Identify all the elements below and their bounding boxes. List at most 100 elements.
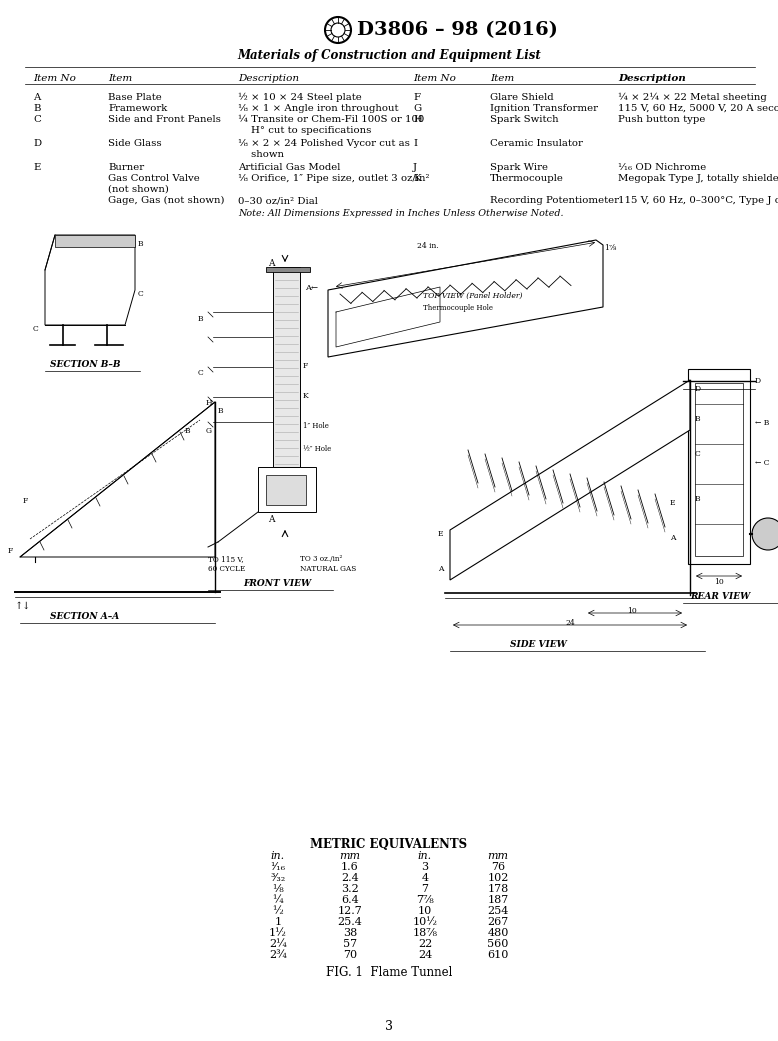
Text: Framework: Framework bbox=[108, 104, 167, 113]
Text: 480: 480 bbox=[487, 928, 509, 938]
Text: 10: 10 bbox=[418, 906, 432, 916]
Text: 6.4: 6.4 bbox=[341, 895, 359, 905]
Text: TOP VIEW (Panel Holder): TOP VIEW (Panel Holder) bbox=[423, 291, 523, 300]
Text: 2.4: 2.4 bbox=[341, 873, 359, 883]
Text: 115 V, 60 Hz, 0–300°C, Type J concl: 115 V, 60 Hz, 0–300°C, Type J concl bbox=[618, 196, 778, 205]
Polygon shape bbox=[328, 240, 603, 357]
Text: NATURAL GAS: NATURAL GAS bbox=[300, 565, 356, 573]
Text: in.: in. bbox=[418, 850, 432, 861]
Text: Burner: Burner bbox=[108, 163, 144, 172]
Text: 24: 24 bbox=[565, 619, 575, 627]
Text: 1⅞: 1⅞ bbox=[604, 244, 616, 252]
Text: SIDE VIEW: SIDE VIEW bbox=[510, 640, 566, 649]
Text: F: F bbox=[8, 547, 13, 555]
Text: 0–30 oz/in² Dial: 0–30 oz/in² Dial bbox=[238, 196, 318, 205]
Text: 1: 1 bbox=[275, 917, 282, 926]
Text: 10: 10 bbox=[714, 578, 724, 586]
Text: Side and Front Panels: Side and Front Panels bbox=[108, 115, 221, 124]
Text: Base Plate: Base Plate bbox=[108, 93, 162, 102]
Text: 187: 187 bbox=[487, 895, 509, 905]
Text: METRIC EQUIVALENTS: METRIC EQUIVALENTS bbox=[310, 838, 468, 850]
Text: FIG. 1  Flame Tunnel: FIG. 1 Flame Tunnel bbox=[326, 966, 452, 979]
Text: Item: Item bbox=[490, 74, 514, 83]
Text: H° cut to specifications: H° cut to specifications bbox=[238, 126, 371, 135]
Text: D: D bbox=[755, 377, 761, 385]
Text: Spark Switch: Spark Switch bbox=[490, 115, 559, 124]
Text: in.: in. bbox=[271, 850, 285, 861]
Text: Push button type: Push button type bbox=[618, 115, 706, 124]
Text: Recording Potentiometer: Recording Potentiometer bbox=[490, 196, 619, 205]
Text: ⅛: ⅛ bbox=[272, 884, 283, 894]
Text: SECTION B–B: SECTION B–B bbox=[50, 360, 121, 369]
Text: Thermocouple Hole: Thermocouple Hole bbox=[423, 304, 493, 312]
Text: C: C bbox=[33, 115, 40, 124]
Text: 7: 7 bbox=[422, 884, 429, 894]
Text: mm: mm bbox=[488, 850, 509, 861]
Text: 4: 4 bbox=[422, 873, 429, 883]
Text: B: B bbox=[138, 240, 144, 248]
Bar bbox=[695, 383, 743, 556]
Text: D: D bbox=[33, 139, 41, 148]
Text: 178: 178 bbox=[487, 884, 509, 894]
Text: 10: 10 bbox=[627, 607, 637, 615]
Text: B: B bbox=[695, 496, 701, 503]
Text: shown: shown bbox=[238, 150, 284, 159]
Text: B: B bbox=[185, 427, 191, 435]
Polygon shape bbox=[20, 402, 215, 557]
Text: 10½: 10½ bbox=[412, 917, 437, 926]
Text: 38: 38 bbox=[343, 928, 357, 938]
Text: (not shown): (not shown) bbox=[108, 185, 169, 194]
Text: ½ × 10 × 24 Steel plate: ½ × 10 × 24 Steel plate bbox=[238, 93, 362, 102]
Text: ↑↓: ↑↓ bbox=[15, 602, 31, 611]
Bar bbox=[258, 467, 316, 512]
Text: K: K bbox=[413, 174, 421, 183]
Text: 76: 76 bbox=[491, 862, 505, 872]
Text: G: G bbox=[413, 104, 421, 113]
Text: ½″ Hole: ½″ Hole bbox=[303, 445, 331, 453]
Text: 115 V, 60 Hz, 5000 V, 20 A secondary: 115 V, 60 Hz, 5000 V, 20 A secondary bbox=[618, 104, 778, 113]
Text: ¼: ¼ bbox=[272, 895, 283, 905]
Text: 2¾: 2¾ bbox=[269, 950, 287, 960]
Text: ¼ × 2¼ × 22 Metal sheeting: ¼ × 2¼ × 22 Metal sheeting bbox=[618, 93, 767, 102]
Text: FRONT VIEW: FRONT VIEW bbox=[243, 579, 311, 588]
Text: J: J bbox=[413, 163, 417, 172]
Text: A←: A← bbox=[305, 284, 318, 291]
Text: Gage, Gas (not shown): Gage, Gas (not shown) bbox=[108, 196, 225, 205]
Text: Megopak Type J, totally shielded: Megopak Type J, totally shielded bbox=[618, 174, 778, 183]
Text: F: F bbox=[303, 362, 308, 370]
Text: ← C: ← C bbox=[755, 459, 769, 467]
Text: D3806 – 98 (2016): D3806 – 98 (2016) bbox=[357, 21, 558, 39]
Text: SECTION A–A: SECTION A–A bbox=[50, 612, 119, 621]
Text: 22: 22 bbox=[418, 939, 432, 949]
Text: Ignition Transformer: Ignition Transformer bbox=[490, 104, 598, 113]
Text: Artificial Gas Model: Artificial Gas Model bbox=[238, 163, 340, 172]
Text: 102: 102 bbox=[487, 873, 509, 883]
Text: 1″ Hole: 1″ Hole bbox=[303, 422, 329, 430]
Text: 24 in.: 24 in. bbox=[417, 242, 439, 250]
Text: Item No: Item No bbox=[33, 74, 76, 83]
Text: 3.2: 3.2 bbox=[341, 884, 359, 894]
Text: C: C bbox=[138, 290, 144, 298]
Text: E: E bbox=[33, 163, 40, 172]
Text: ³⁄₃₂: ³⁄₃₂ bbox=[271, 873, 286, 883]
Text: 254: 254 bbox=[487, 906, 509, 916]
Text: E: E bbox=[438, 530, 443, 538]
Bar bbox=[266, 475, 306, 505]
Text: Item: Item bbox=[108, 74, 132, 83]
Text: ⅛ Orifice, 1″ Pipe size, outlet 3 oz/in²: ⅛ Orifice, 1″ Pipe size, outlet 3 oz/in² bbox=[238, 174, 429, 183]
Text: A: A bbox=[33, 93, 40, 102]
Text: 70: 70 bbox=[343, 950, 357, 960]
Text: B: B bbox=[198, 315, 204, 323]
Text: Description: Description bbox=[238, 74, 299, 83]
Text: C: C bbox=[33, 325, 39, 333]
Text: 267: 267 bbox=[487, 917, 509, 926]
Text: G: G bbox=[206, 427, 212, 435]
Text: 12.7: 12.7 bbox=[338, 906, 363, 916]
Text: Note: All Dimensions Expressed in Inches Unless Otherwise Noted.: Note: All Dimensions Expressed in Inches… bbox=[238, 209, 563, 218]
Text: H: H bbox=[413, 115, 422, 124]
Text: H: H bbox=[206, 399, 212, 407]
Text: TO 3 oz./in²: TO 3 oz./in² bbox=[300, 555, 342, 563]
Text: K: K bbox=[303, 392, 309, 400]
Text: 24: 24 bbox=[418, 950, 432, 960]
Text: ¹⁄₁₆ OD Nichrome: ¹⁄₁₆ OD Nichrome bbox=[618, 163, 706, 172]
